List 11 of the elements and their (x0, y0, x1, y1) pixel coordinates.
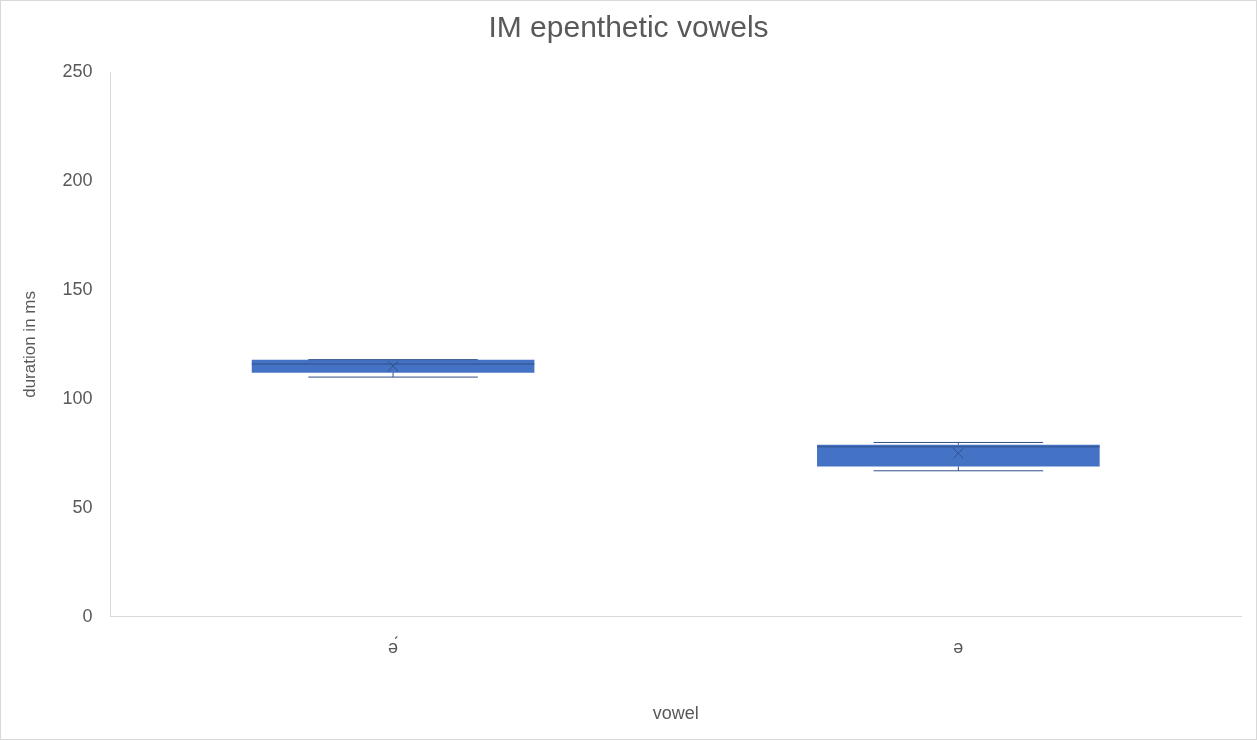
y-tick-label: 150 (62, 278, 93, 299)
y-tick-label: 100 (62, 387, 93, 408)
y-tick-label: 0 (82, 605, 93, 626)
y-tick-label: 250 (62, 60, 93, 81)
y-axis-title: duration in ms (19, 291, 39, 398)
x-tick-label: ә́ (388, 635, 399, 657)
x-tick-label: ә (953, 636, 964, 657)
x-axis-title: vowel (652, 703, 699, 724)
chart-title: IM epenthetic vowels (488, 10, 769, 44)
y-tick-label: 200 (62, 169, 93, 190)
y-tick-label: 50 (72, 496, 93, 517)
